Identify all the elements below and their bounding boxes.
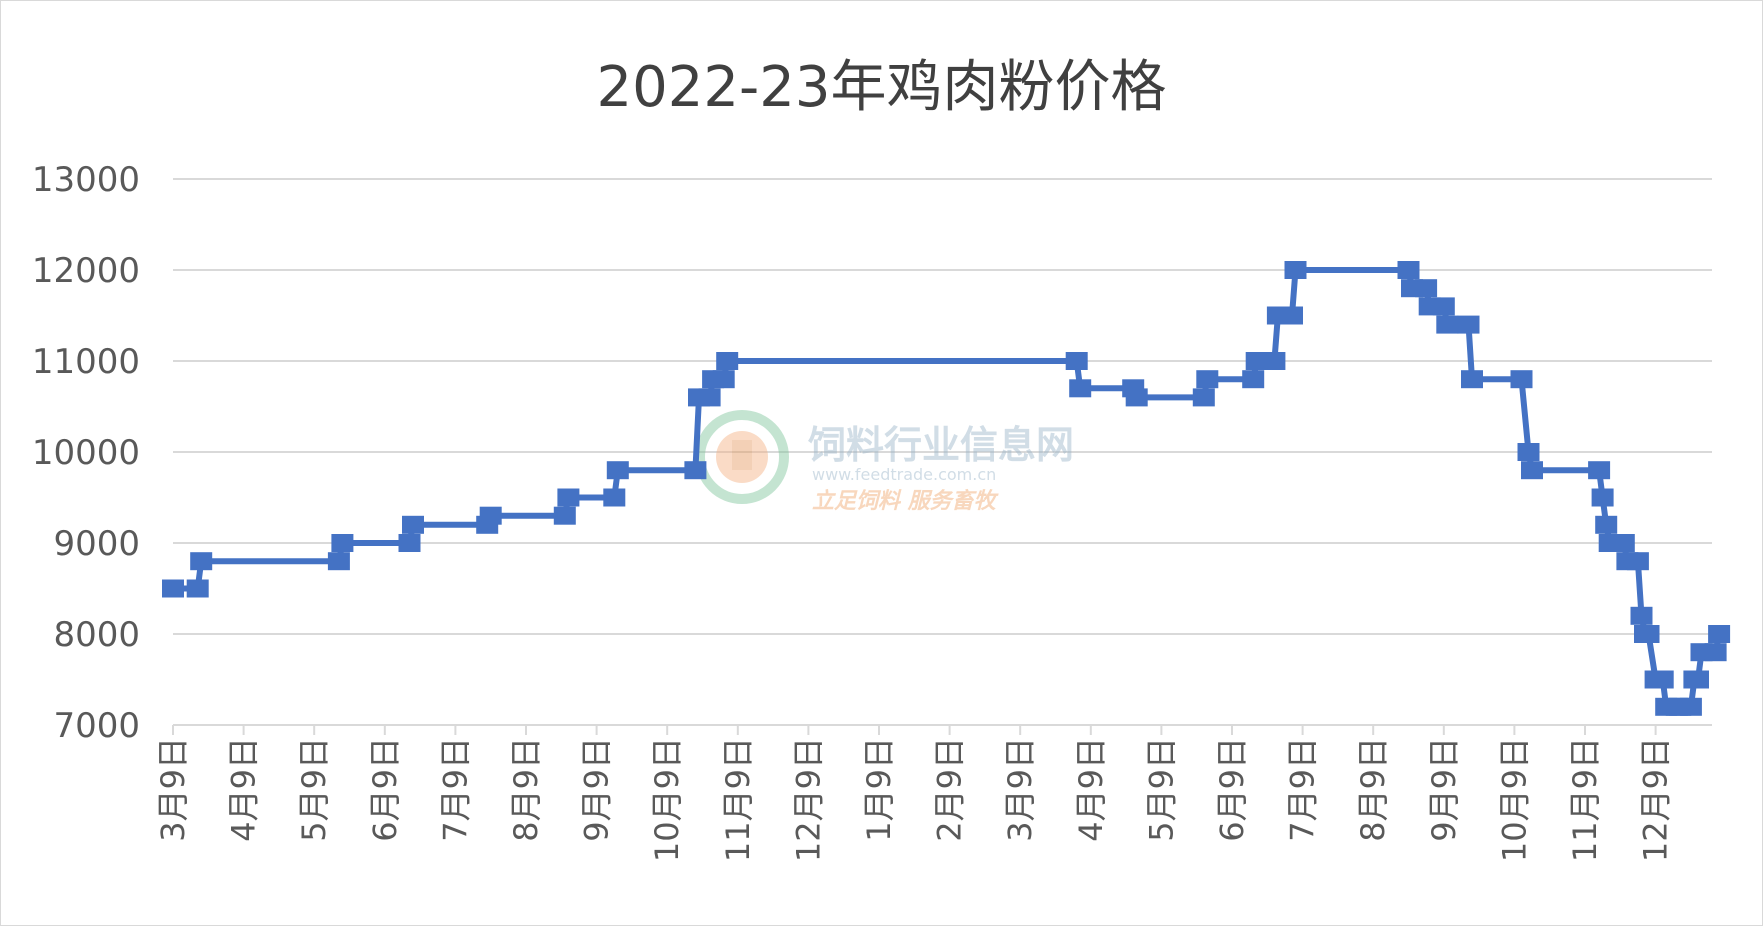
data-point-marker: [1065, 352, 1088, 370]
x-tick-label: 11月9日: [1566, 737, 1604, 862]
data-point-marker: [1517, 443, 1540, 461]
x-tick-label: 11月9日: [719, 737, 757, 862]
data-point-marker: [1436, 315, 1459, 334]
data-point-marker: [479, 506, 502, 525]
data-point-marker: [1591, 488, 1614, 507]
data-point-marker: [190, 552, 213, 571]
data-point-marker: [1461, 370, 1483, 389]
x-tick-label: 1月9日: [860, 737, 898, 842]
x-tick-label: 3月9日: [154, 737, 192, 842]
y-tick-label: 7000: [53, 706, 140, 746]
data-point-marker: [1626, 552, 1649, 571]
chart-title: 2022-23年鸡肉粉价格: [596, 55, 1167, 120]
data-point-marker: [402, 515, 424, 534]
x-axis-ticks: 3月9日 4月9日 5月9日 6月9日 7月9日 8月9日 9月9日 10月9日 11月9日 12…: [154, 724, 1712, 862]
data-point-marker: [1679, 697, 1702, 716]
y-tick-label: 12000: [32, 251, 140, 291]
data-point-marker: [1069, 379, 1092, 398]
watermark-url: www.feedtrade.com.cn: [812, 465, 996, 484]
y-axis-ticks: 7000 8000 9000 10000 11000 12000 13000: [32, 160, 140, 746]
x-tick-label: 2月9日: [931, 737, 969, 842]
y-tick-label: 9000: [53, 524, 140, 564]
data-point-marker: [1415, 279, 1438, 298]
x-tick-label: 8月9日: [507, 737, 545, 842]
data-point-marker: [1704, 643, 1727, 662]
x-tick-label: 12月9日: [1637, 737, 1675, 862]
data-point-marker: [1263, 352, 1286, 370]
data-point-marker: [684, 461, 707, 480]
data-point-marker: [1432, 297, 1455, 316]
data-point-marker: [1595, 515, 1618, 534]
x-tick-label: 10月9日: [648, 737, 686, 862]
x-tick-label: 6月9日: [366, 737, 404, 842]
x-tick-label: 4月9日: [1072, 737, 1110, 842]
data-point-marker: [557, 488, 580, 507]
data-point-marker: [1457, 315, 1480, 334]
data-point-marker: [1630, 606, 1653, 625]
data-point-marker: [1612, 534, 1635, 552]
x-tick-label: 6月9日: [1213, 737, 1251, 842]
x-tick-label: 12月9日: [789, 737, 827, 862]
data-point-marker: [327, 552, 350, 571]
data-point-marker: [1192, 388, 1215, 407]
y-tick-label: 11000: [32, 342, 140, 382]
data-point-marker: [1708, 625, 1731, 643]
x-tick-label: 3月9日: [1001, 737, 1039, 842]
data-point-marker: [1242, 370, 1265, 389]
data-point-marker: [331, 534, 354, 552]
data-point-marker: [398, 534, 421, 552]
x-tick-label: 7月9日: [436, 737, 474, 842]
watermark-site-name: 饲料行业信息网: [808, 423, 1074, 467]
data-point-marker: [1281, 306, 1303, 325]
data-point-marker: [1196, 370, 1219, 389]
data-point-marker: [553, 506, 576, 525]
x-tick-label: 5月9日: [295, 737, 333, 842]
data-point-marker: [1521, 461, 1543, 480]
data-point-marker: [186, 579, 209, 598]
x-tick-label: 7月9日: [1284, 737, 1322, 842]
data-point-marker: [712, 370, 735, 389]
data-point-marker: [1588, 461, 1611, 480]
data-point-marker: [1125, 388, 1148, 407]
x-tick-label: 5月9日: [1142, 737, 1180, 842]
data-point-marker: [603, 488, 626, 507]
data-point-marker: [1651, 670, 1674, 689]
y-tick-label: 10000: [32, 433, 140, 473]
watermark-logo: 饲料行业信息网 www.feedtrade.com.cn 立足饲料 服务畜牧: [695, 410, 1074, 514]
x-tick-label: 9月9日: [578, 737, 616, 842]
watermark-slogan: 立足饲料 服务畜牧: [812, 488, 1000, 514]
data-point-marker: [1284, 261, 1307, 279]
x-tick-label: 8月9日: [1354, 737, 1392, 842]
series-layer: [162, 261, 1731, 716]
y-tick-label: 8000: [53, 615, 140, 655]
data-point-marker: [606, 461, 629, 480]
x-tick-label: 9月9日: [1425, 737, 1463, 842]
data-point-marker: [1637, 625, 1660, 643]
data-point-marker: [1687, 670, 1709, 689]
data-point-marker: [1397, 261, 1420, 279]
data-point-marker: [162, 579, 184, 598]
data-point-marker: [698, 388, 721, 407]
x-tick-label: 4月9日: [225, 737, 263, 842]
y-tick-label: 13000: [32, 160, 140, 200]
data-point-marker: [716, 352, 739, 370]
gridlines: [173, 178, 1712, 726]
x-tick-label: 10月9日: [1495, 737, 1533, 862]
data-point-marker: [1510, 370, 1533, 389]
